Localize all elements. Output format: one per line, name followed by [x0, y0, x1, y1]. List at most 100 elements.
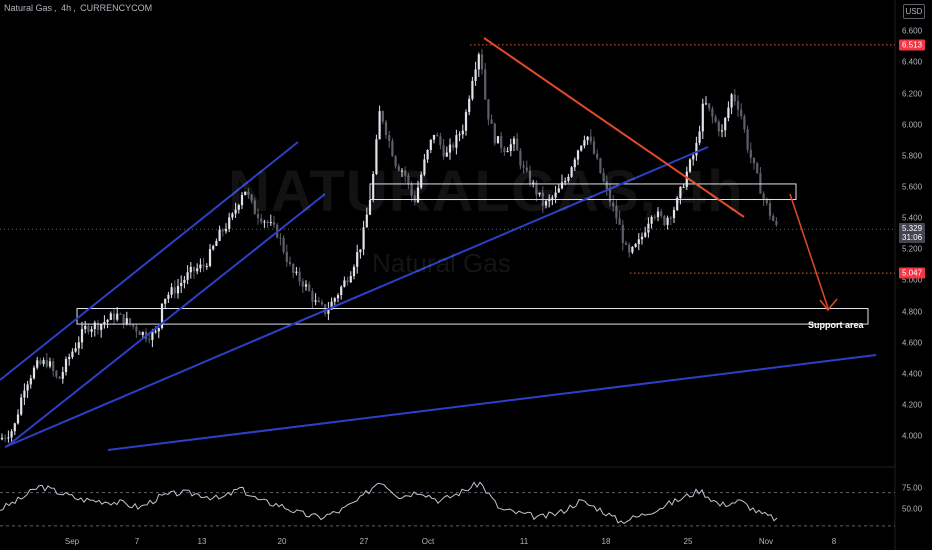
candle-body	[55, 370, 58, 377]
grid	[0, 0, 896, 550]
candle-body	[442, 145, 445, 157]
candle-body	[599, 158, 602, 173]
candle-body	[167, 294, 170, 299]
candle-body	[727, 107, 730, 119]
candle-body	[352, 266, 356, 277]
x-tick-label: Oct	[421, 537, 435, 546]
candle-body	[535, 182, 538, 195]
candle-body	[416, 187, 420, 203]
candle-body	[759, 173, 762, 194]
candle-body	[375, 139, 378, 174]
candle-body	[503, 148, 506, 153]
x-tick-label: 18	[601, 537, 611, 546]
candle-body	[394, 156, 397, 167]
candle-body	[32, 367, 36, 379]
candle-body	[42, 360, 45, 364]
candle-body	[320, 302, 324, 305]
candle-body	[199, 264, 202, 269]
candle-body	[135, 326, 138, 332]
candle-body	[730, 94, 733, 108]
candle-body	[212, 245, 215, 250]
candle-body	[80, 329, 84, 343]
candle-body	[509, 144, 512, 151]
candle-body	[154, 331, 157, 333]
candle-body	[640, 236, 644, 240]
candle-body	[90, 329, 93, 332]
candle-body	[596, 153, 599, 159]
candle-body	[180, 282, 183, 287]
candle-body	[461, 130, 464, 135]
candle-body	[404, 170, 407, 176]
candle-body	[701, 103, 704, 132]
arrow-head	[819, 298, 838, 312]
candle-body	[157, 328, 160, 332]
candle-body	[372, 173, 375, 201]
interval: 4h	[61, 3, 72, 13]
level-badge-high: 6.513	[899, 39, 926, 51]
watermark-ticker: NATURALGAS, 4h	[228, 159, 744, 224]
candle-body	[717, 121, 720, 132]
candle-body	[580, 145, 583, 151]
candle-body	[560, 182, 564, 189]
data-source: CURRENCYCOM	[80, 3, 153, 13]
candle-body	[349, 276, 352, 283]
currency-button[interactable]: USD	[903, 4, 925, 19]
y-tick-label: 4.800	[902, 307, 923, 317]
trendline	[5, 193, 326, 448]
y-tick-label: 5.400	[902, 213, 923, 223]
candle-body	[285, 251, 288, 262]
x-tick-label: 7	[134, 537, 140, 546]
candle-body	[112, 313, 116, 320]
candle-body	[615, 206, 618, 219]
candle-body	[724, 118, 727, 131]
candle-body	[186, 272, 189, 280]
candle-body	[208, 249, 212, 267]
candle-body	[650, 216, 653, 224]
candle-body	[343, 280, 346, 287]
candle-body	[333, 298, 336, 302]
candle-body	[48, 361, 52, 367]
candle-body	[253, 200, 256, 215]
candle-body	[429, 139, 432, 151]
candle-body	[637, 239, 640, 244]
x-tick-label: Nov	[758, 537, 774, 546]
candle-body	[336, 295, 340, 299]
candle-body	[666, 217, 669, 225]
support-area-label: Support area	[808, 320, 864, 330]
candle-body	[52, 361, 55, 371]
candle-body	[100, 324, 103, 330]
candle-body	[695, 142, 698, 156]
candle-body	[234, 209, 237, 214]
candle-body	[628, 244, 631, 253]
candle-body	[436, 134, 439, 137]
candle-body	[164, 298, 167, 304]
candle-body	[477, 54, 480, 70]
candle-body	[720, 130, 724, 132]
candle-body	[608, 189, 612, 203]
candle-body	[621, 224, 624, 243]
candle-body	[205, 266, 208, 268]
candle-body	[247, 191, 250, 195]
candle-body	[589, 136, 592, 142]
candle-body	[736, 101, 740, 110]
candle-body	[676, 197, 679, 210]
candle-body	[378, 111, 381, 140]
candle-body	[346, 280, 349, 283]
level-badge-low: 5.047	[899, 267, 926, 279]
candle-body	[448, 144, 452, 153]
candle-body	[26, 384, 29, 391]
candle-body	[365, 214, 368, 228]
candle-body	[189, 266, 192, 273]
candle-body	[391, 140, 394, 157]
candle-body	[221, 229, 224, 232]
candle-body	[426, 150, 429, 160]
candle-body	[631, 246, 634, 253]
candle-body	[39, 360, 42, 364]
candle-body	[308, 284, 311, 292]
candle-body	[749, 149, 752, 158]
projection-arrow	[789, 193, 829, 309]
candle-body	[490, 119, 493, 124]
candle-body	[506, 150, 509, 153]
candle-body	[586, 136, 589, 141]
